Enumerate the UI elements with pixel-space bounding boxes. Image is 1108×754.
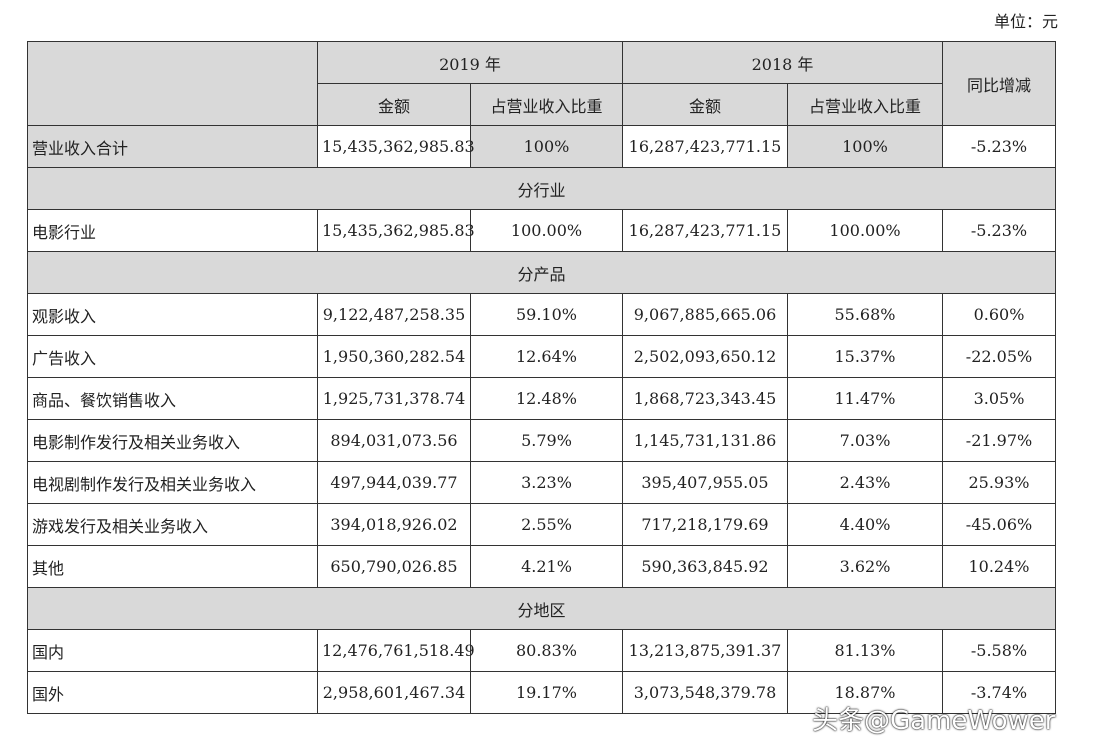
cell-chg: -5.58% <box>942 629 1056 672</box>
table-row: 电视剧制作发行及相关业务收入 497,944,039.77 3.23% 395,407… <box>27 461 1056 504</box>
total-amount-2018: 16,287,423,771.15 <box>622 125 788 168</box>
cell-p18: 55.68% <box>787 293 943 336</box>
cell-chg: -5.23% <box>942 209 1056 252</box>
header-2019: 2019 年 <box>317 41 623 84</box>
cell-chg: 0.60% <box>942 293 1056 336</box>
cell-chg: 10.24% <box>942 545 1056 588</box>
cell-chg: 25.93% <box>942 461 1056 504</box>
cell-chg: 3.05% <box>942 377 1056 420</box>
cell-p18: 81.13% <box>787 629 943 672</box>
unit-label: 单位：元 <box>993 12 1058 31</box>
table-row: 商品、餐饮销售收入 1,925,731,378.74 12.48% 1,868,723… <box>27 377 1056 420</box>
cell-a18: 9,067,885,665.06 <box>622 293 788 336</box>
cell-a19: 894,031,073.56 <box>317 419 471 462</box>
cell-label: 观影收入 <box>27 293 318 336</box>
header-amount-2018: 金额 <box>622 83 788 126</box>
cell-p19: 12.48% <box>470 377 623 420</box>
cell-label: 广告收入 <box>27 335 318 378</box>
cell-a19: 394,018,926.02 <box>317 503 471 546</box>
cell-a18: 590,363,845.92 <box>622 545 788 588</box>
total-row: 营业收入合计 15,435,362,985.83 100% 16,287,423… <box>27 125 1056 168</box>
cell-a19: 2,958,601,467.34 <box>317 671 471 714</box>
cell-a19: 1,925,731,378.74 <box>317 377 471 420</box>
table-row: 其他 650,790,026.85 4.21% 590,363,845.92 3.62%… <box>27 545 1056 588</box>
header-row-years: 2019 年 2018 年 同比增减 <box>27 41 1056 126</box>
cell-chg: -3.74% <box>942 671 1056 714</box>
table-row: 电影行业 15,435,362,985.83 100.00% 16,287,423,7… <box>27 209 1056 252</box>
cell-label: 商品、餐饮销售收入 <box>27 377 318 420</box>
header-share-2018: 占营业收入比重 <box>787 83 943 126</box>
cell-a18: 395,407,955.05 <box>622 461 788 504</box>
cell-chg: -21.97% <box>942 419 1056 462</box>
cell-p19: 4.21% <box>470 545 623 588</box>
cell-a19: 12,476,761,518.49 <box>317 629 475 672</box>
watermark: 头条@GameWower <box>812 706 1056 736</box>
header-row-sub: 金额 占营业收入比重 金额 占营业收入比重 <box>28 83 1056 126</box>
table-row: 广告收入 1,950,360,282.54 12.64% 2,502,093,650.… <box>27 335 1056 378</box>
header-2018: 2018 年 <box>622 41 943 84</box>
cell-a18: 1,868,723,343.45 <box>622 377 788 420</box>
cell-a19: 650,790,026.85 <box>317 545 471 588</box>
cell-p18: 18.87% <box>787 671 943 714</box>
cell-a18: 2,502,093,650.12 <box>622 335 788 378</box>
section-title: 分行业 <box>27 167 1056 210</box>
cell-a19: 9,122,487,258.35 <box>317 293 471 336</box>
total-share-2018: 100% <box>787 125 943 168</box>
total-change: -5.23% <box>942 125 1056 168</box>
revenue-table: 2019 年 2018 年 同比增减 金额 占营业收入比重 金额 占营业收入比重… <box>27 41 1056 714</box>
cell-p18: 2.43% <box>787 461 943 504</box>
cell-p19: 3.23% <box>470 461 623 504</box>
cell-label: 电影制作发行及相关业务收入 <box>27 419 318 462</box>
section-title: 分地区 <box>27 587 1056 630</box>
cell-a18: 3,073,548,379.78 <box>622 671 788 714</box>
cell-p18: 11.47% <box>787 377 943 420</box>
cell-p19: 19.17% <box>470 671 623 714</box>
table-row: 观影收入 9,122,487,258.35 59.10% 9,067,885,665.… <box>27 293 1056 336</box>
header-share-2019: 占营业收入比重 <box>470 83 623 126</box>
total-share-2019: 100% <box>470 125 623 168</box>
cell-p18: 15.37% <box>787 335 943 378</box>
cell-p18: 4.40% <box>787 503 943 546</box>
cell-label: 电影行业 <box>27 209 318 252</box>
cell-a19: 15,435,362,985.83 <box>317 209 475 252</box>
cell-a18: 717,218,179.69 <box>622 503 788 546</box>
table-row: 游戏发行及相关业务收入 394,018,926.02 2.55% 717,218,17… <box>27 503 1056 546</box>
cell-a18: 16,287,423,771.15 <box>622 209 788 252</box>
cell-chg: -45.06% <box>942 503 1056 546</box>
total-amount-2019: 15,435,362,985.83 <box>317 125 475 168</box>
cell-chg: -22.05% <box>942 335 1056 378</box>
total-label: 营业收入合计 <box>27 125 318 168</box>
section-row: 分地区 <box>27 587 1056 630</box>
cell-p19: 59.10% <box>470 293 623 336</box>
cell-p19: 100.00% <box>470 209 623 252</box>
table-row: 国内 12,476,761,518.49 80.83% 13,213,875,391.… <box>27 629 1056 672</box>
cell-a19: 497,944,039.77 <box>317 461 471 504</box>
cell-a18: 1,145,731,131.86 <box>622 419 788 462</box>
section-row: 分行业 <box>27 167 1056 210</box>
table-row: 电影制作发行及相关业务收入 894,031,073.56 5.79% 1,145,73… <box>27 419 1056 462</box>
cell-a18: 13,213,875,391.37 <box>622 629 788 672</box>
cell-label: 国外 <box>27 671 318 714</box>
header-change: 同比增减 <box>942 41 1056 126</box>
cell-p19: 2.55% <box>470 503 623 546</box>
cell-label: 电视剧制作发行及相关业务收入 <box>27 461 318 504</box>
cell-p19: 80.83% <box>470 629 623 672</box>
section-title: 分产品 <box>27 251 1056 294</box>
cell-p18: 100.00% <box>787 209 943 252</box>
cell-p19: 5.79% <box>470 419 623 462</box>
header-blank <box>27 41 318 126</box>
cell-p18: 7.03% <box>787 419 943 462</box>
cell-p19: 12.64% <box>470 335 623 378</box>
cell-label: 国内 <box>27 629 318 672</box>
section-row: 分产品 <box>27 251 1056 294</box>
cell-label: 其他 <box>27 545 318 588</box>
cell-a19: 1,950,360,282.54 <box>317 335 471 378</box>
cell-p18: 3.62% <box>787 545 943 588</box>
header-amount-2019: 金额 <box>317 83 471 126</box>
cell-label: 游戏发行及相关业务收入 <box>27 503 318 546</box>
table-row: 国外 2,958,601,467.34 19.17% 3,073,548,379.78… <box>27 671 1056 714</box>
